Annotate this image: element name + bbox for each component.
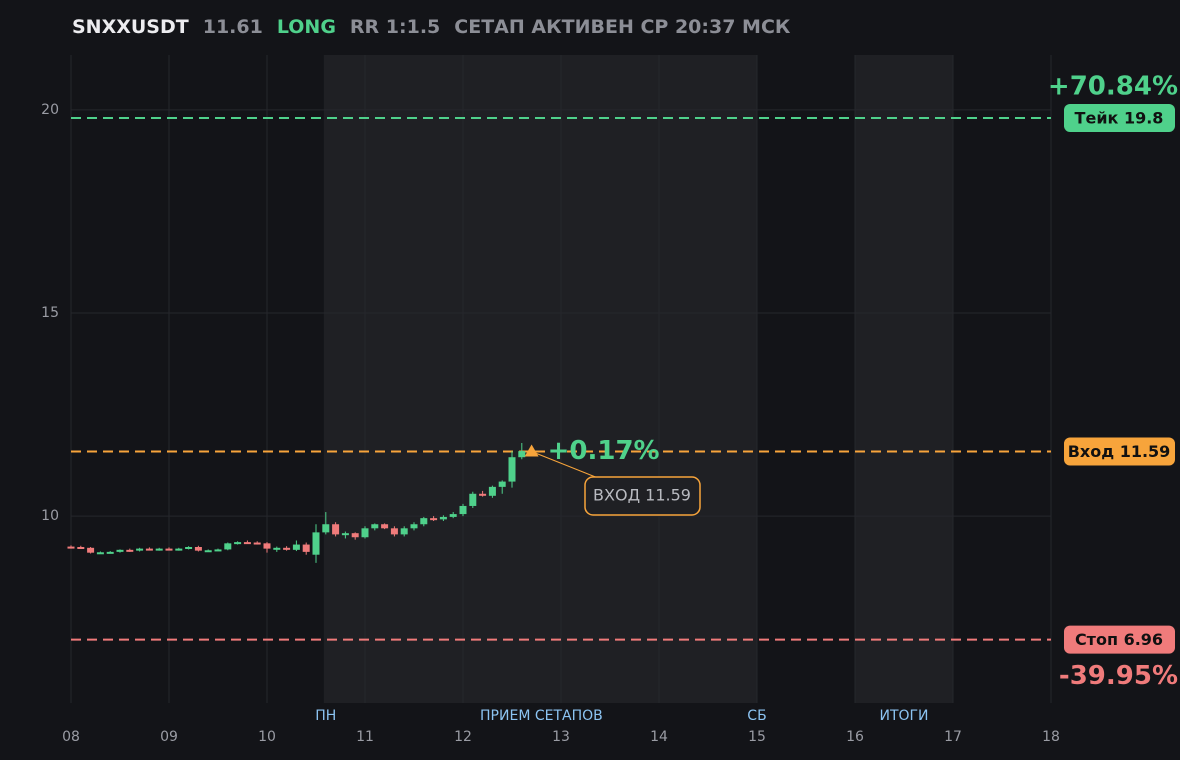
session-label: ПН [315, 708, 336, 724]
candle-body [263, 543, 271, 549]
x-tick-label: 08 [62, 729, 80, 745]
level-label: Тейк 19.8 [1075, 108, 1164, 127]
candle-body [273, 547, 281, 550]
candle-body [87, 547, 95, 553]
candle-body [459, 505, 467, 515]
level-label: Вход 11.59 [1068, 442, 1171, 461]
x-tick-label: 15 [748, 729, 766, 745]
header-item: 11.61 [202, 16, 263, 38]
candle-body [224, 543, 232, 550]
candle-body [400, 528, 408, 535]
candle-body [194, 546, 202, 551]
candle-body [67, 546, 75, 549]
candle-body [498, 481, 506, 487]
x-tick-label: 13 [552, 729, 570, 745]
session-label: ПРИЕМ СЕТАПОВ [480, 708, 603, 724]
candle-body [430, 518, 438, 521]
header-item: LONG [276, 16, 336, 38]
candle-body [302, 544, 310, 552]
candle-body [469, 493, 477, 506]
level-percent: +70.84% [1048, 71, 1178, 101]
candle-body [322, 524, 330, 533]
candle-body [488, 486, 496, 496]
candle-body [185, 546, 193, 549]
candle-body [204, 550, 212, 553]
header-item: RR 1:1.5 [349, 16, 441, 38]
candle-body [449, 514, 457, 517]
candle-body [410, 524, 418, 529]
x-tick-label: 17 [944, 729, 962, 745]
candle-body [136, 548, 144, 551]
session-band [855, 55, 953, 703]
candle-body [292, 544, 300, 550]
level-badge [1064, 437, 1175, 466]
session-label: СБ [747, 708, 766, 724]
x-tick-label: 18 [1042, 729, 1060, 745]
candle-body [175, 548, 183, 551]
candle-body [312, 532, 320, 555]
candle-body [155, 548, 163, 551]
level-label: Стоп 6.96 [1075, 630, 1163, 649]
candle-body [253, 542, 261, 545]
level-badge [1064, 625, 1175, 654]
x-tick-label: 12 [454, 729, 472, 745]
candle-body [439, 516, 447, 520]
candle-body [361, 528, 369, 538]
header-item: СЕТАП АКТИВЕН СР 20:37 МСК [454, 16, 791, 38]
session-label: ИТОГИ [879, 708, 928, 724]
candle-body [332, 524, 340, 535]
callout-leader [531, 451, 599, 479]
x-tick-label: 10 [258, 729, 276, 745]
candle-body [214, 549, 222, 552]
candle-body [165, 548, 173, 551]
candle-body [145, 548, 153, 551]
y-tick-label: 15 [41, 305, 59, 321]
level-percent: +0.17% [548, 436, 660, 466]
y-tick-label: 10 [41, 508, 59, 524]
candle-body [243, 542, 251, 545]
candle-body [77, 546, 85, 549]
candle-body [508, 457, 516, 482]
header-item: SNXXUSDT [72, 16, 189, 38]
callout-label: ВХОД 11.59 [593, 486, 691, 505]
level-badge [1064, 103, 1175, 132]
candle-body [390, 528, 398, 535]
candle-body [106, 551, 114, 554]
candle-body [381, 524, 389, 529]
session-band [323, 55, 757, 703]
candle-body [283, 547, 291, 550]
candle-body [351, 533, 359, 538]
candle-body [479, 493, 487, 496]
level-percent: -39.95% [1059, 661, 1178, 691]
x-tick-label: 16 [846, 729, 864, 745]
callout-box [584, 476, 701, 516]
candle-body [126, 549, 134, 552]
x-tick-label: 11 [356, 729, 374, 745]
x-tick-label: 09 [160, 729, 178, 745]
entry-marker [524, 444, 539, 457]
candle-body [116, 549, 124, 552]
x-tick-label: 14 [650, 729, 668, 745]
candle-body [96, 552, 104, 555]
candle-body [420, 518, 428, 525]
y-tick-label: 20 [41, 102, 59, 118]
candle-body [341, 533, 349, 536]
candle-body [371, 524, 379, 529]
header: SNXXUSDT 11.61 LONG RR 1:1.5 СЕТАП АКТИВЕН С… [72, 16, 790, 38]
candle-body [234, 542, 242, 545]
candle-body [518, 451, 526, 458]
